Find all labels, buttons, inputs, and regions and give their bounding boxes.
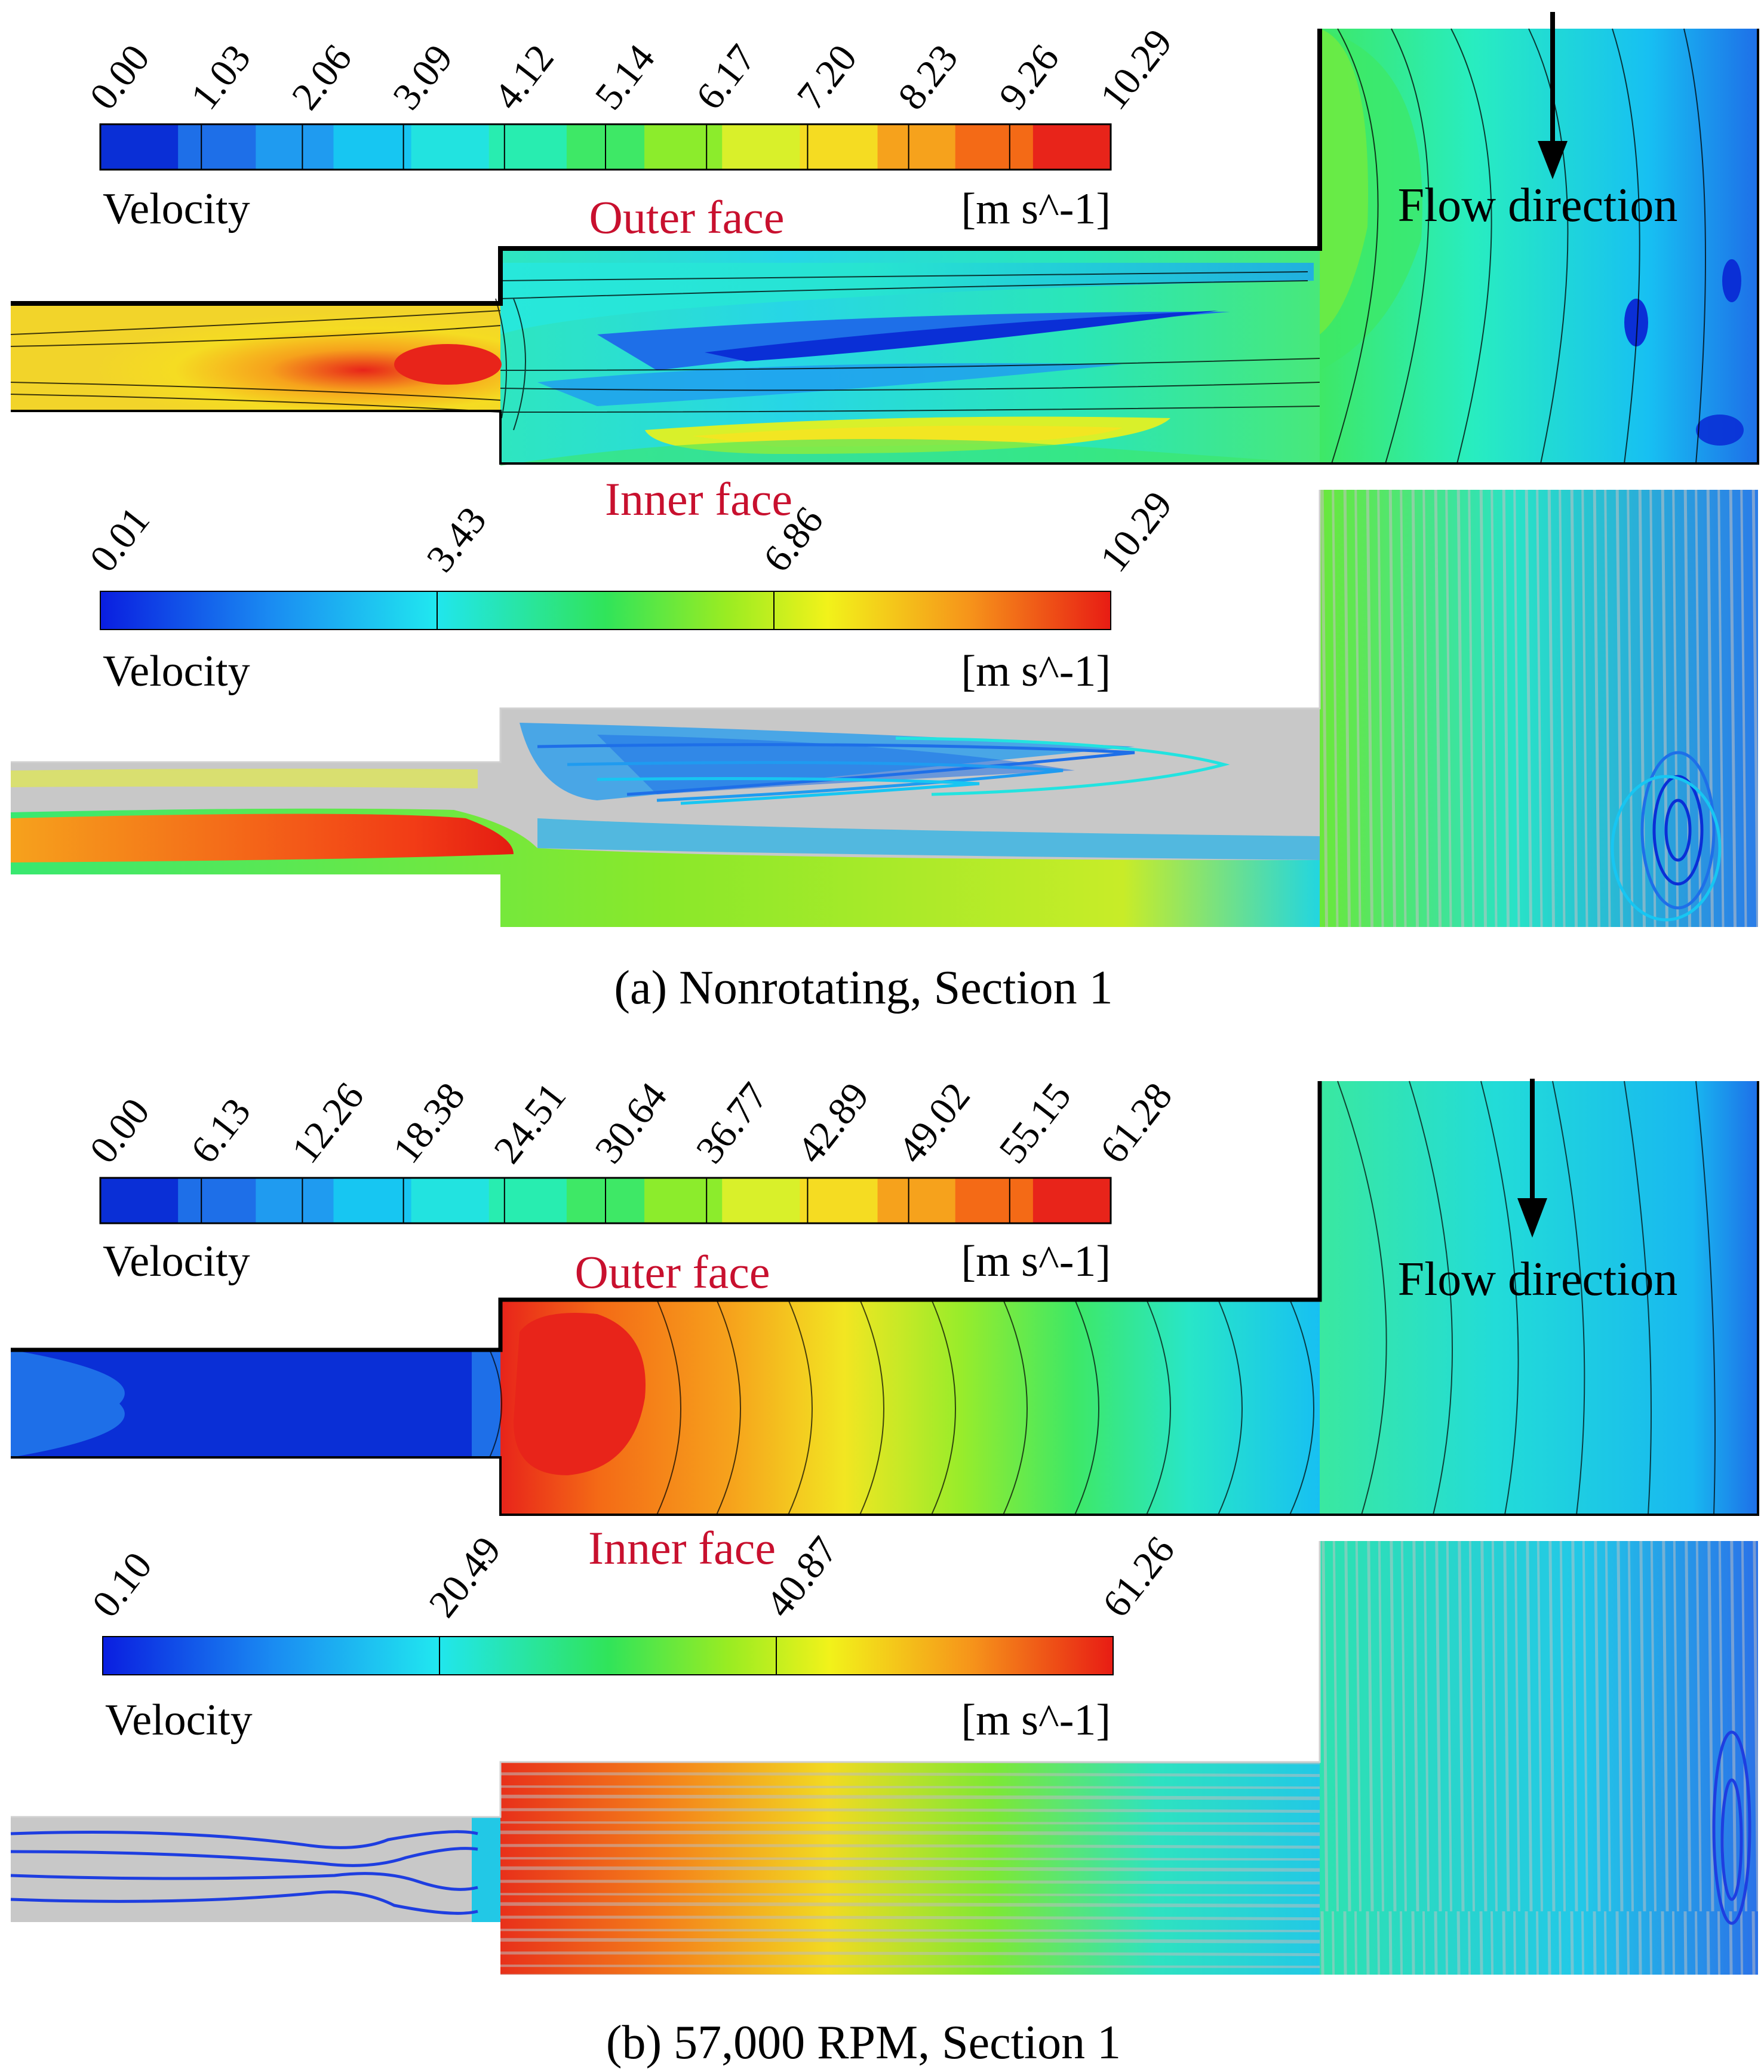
legend-b-outer-tick-label: 42.89 — [789, 1075, 878, 1171]
legend-a-outer-tick-label: 10.29 — [1092, 21, 1181, 118]
legend-a-inner-unit: [m s^-1] — [961, 647, 1111, 696]
legend-b-outer-tick-label: 49.02 — [890, 1075, 979, 1171]
legend-a-outer-tick-label: 0.00 — [81, 36, 158, 118]
legend-a-inner-tick-label: 10.29 — [1092, 483, 1181, 580]
legend-a-outer-title: Velocity — [103, 185, 250, 234]
legend-a-outer-bar-band — [955, 124, 1034, 170]
legend-b-outer-tick-label: 30.64 — [586, 1075, 675, 1171]
legend-a-outer-bar-band — [877, 124, 956, 170]
flow-direction-label-a: Flow direction — [1398, 179, 1678, 232]
streamline-field-a-inner — [11, 490, 1758, 927]
legend-b-outer-bar-band — [488, 1178, 567, 1223]
legend-a-outer-bar-band — [333, 124, 412, 170]
legend-a-outer-tick-label: 6.17 — [687, 36, 764, 118]
legend-b-outer-unit: [m s^-1] — [961, 1237, 1111, 1286]
outer-face-label-a: Outer face — [589, 191, 785, 243]
legend-a-outer-bar-band — [178, 124, 256, 170]
legend-a-outer-bar-band — [644, 124, 723, 170]
legend-b-outer-bar-band — [722, 1178, 800, 1223]
legend-a-inner-tick-label: 0.01 — [81, 499, 158, 580]
legend-b-outer-tick-label: 24.51 — [485, 1075, 574, 1171]
legend-b-outer-bar-band — [800, 1178, 878, 1223]
flow-direction-label-b: Flow direction — [1398, 1253, 1678, 1306]
legend-b-inner-tick-label: 0.10 — [84, 1544, 161, 1625]
caption-b: (b) 57,000 RPM, Section 1 — [606, 2016, 1121, 2069]
legend-b-outer-tick-label: 12.26 — [284, 1075, 373, 1171]
legend-a-outer-bar-band — [488, 124, 567, 170]
legend-b-outer-tick-label: 6.13 — [182, 1090, 259, 1171]
legend-a-inner-title: Velocity — [103, 647, 250, 696]
legend-b-outer-bar-band — [955, 1178, 1034, 1223]
legend-b-outer-bar-band — [411, 1178, 490, 1223]
flow-arrow-b — [1517, 1079, 1547, 1238]
legend-a-outer-bar-band — [1032, 124, 1111, 170]
legend-a-outer-unit: [m s^-1] — [961, 185, 1111, 234]
legend-b-outer-bar-band — [333, 1178, 412, 1223]
legend-b-outer-bar-band — [178, 1178, 256, 1223]
legend-a-outer-tick-label: 8.23 — [890, 36, 967, 118]
panel-a: 0.00 1.03 2.06 3.09 4.12 5.14 6.17 7.20 8.23 9.26… — [10, 12, 1759, 1014]
legend-a-outer-tick-label: 3.09 — [385, 36, 462, 118]
streamline-field-b-inner — [10, 1541, 1758, 1975]
legend-a-outer-tick-label: 4.12 — [485, 36, 563, 118]
legend-b-outer-tick-label: 36.77 — [687, 1075, 776, 1171]
legend-b-inner-tick-label: 20.49 — [420, 1528, 509, 1625]
inner-face-label-b: Inner face — [588, 1522, 776, 1574]
legend-b-outer-bar-band — [1032, 1178, 1111, 1223]
legend-b-inner-tick-label: 61.26 — [1094, 1528, 1183, 1625]
legend-b-outer-bar-band — [877, 1178, 956, 1223]
legend-a-outer-bar-band — [100, 124, 179, 170]
legend-b-outer-bar-band — [100, 1178, 179, 1223]
legend-b-inner-unit: [m s^-1] — [961, 1696, 1111, 1745]
legend-b-outer-bar-band — [256, 1178, 334, 1223]
flow-arrow-a — [1538, 12, 1568, 179]
legend-a-outer-tick-label: 1.03 — [182, 36, 259, 118]
legend-a-outer-tick-label: 2.06 — [284, 36, 361, 118]
legend-a-outer-tick-label: 7.20 — [789, 36, 866, 118]
contour-field-b-outer: Outer face Flow direction — [11, 1079, 1759, 1516]
legend-b-outer-bar-band — [644, 1178, 723, 1223]
outer-face-label-b: Outer face — [575, 1246, 770, 1298]
inner-face-label-a: Inner face — [605, 473, 792, 525]
legend-a-outer-tick-label: 9.26 — [991, 36, 1068, 118]
legend-b-outer-title: Velocity — [103, 1237, 250, 1286]
legend-b-outer-tick-label: 55.15 — [991, 1075, 1080, 1171]
panel-b: 0.00 6.13 12.26 18.38 24.51 30.64 36.77 42.89 49… — [10, 1075, 1759, 2069]
caption-a: (a) Nonrotating, Section 1 — [614, 962, 1113, 1014]
legend-b-outer-tick-label: 61.28 — [1092, 1075, 1181, 1171]
legend-b-outer-tick-label: 0.00 — [81, 1090, 158, 1171]
legend-a-outer-bar-band — [256, 124, 334, 170]
legend-a-outer-tick-label: 5.14 — [586, 36, 663, 118]
legend-a-outer-bar-band — [411, 124, 490, 170]
legend-a-outer-bar-band — [722, 124, 800, 170]
contour-field-a-outer: Outer face Flow direction — [10, 12, 1759, 466]
legend-b-inner-title: Velocity — [105, 1696, 253, 1745]
legend-a-inner-tick-label: 3.43 — [418, 499, 495, 580]
legend-a-outer-bar-band — [800, 124, 878, 170]
legend-b-outer-tick-label: 18.38 — [385, 1075, 474, 1171]
